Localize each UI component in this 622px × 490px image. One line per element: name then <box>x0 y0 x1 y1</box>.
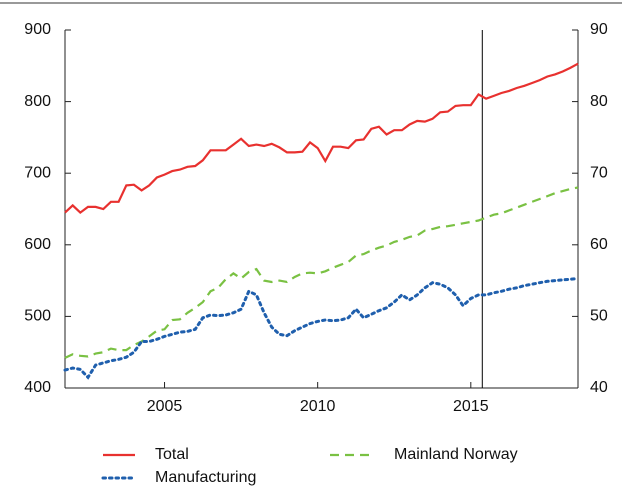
y-tick-label: 700 <box>24 164 51 181</box>
y-tick-label: 600 <box>24 236 51 253</box>
y2-tick-label: 90 <box>590 21 608 38</box>
series-line <box>63 277 580 380</box>
legend-label: Mainland Norway <box>394 446 518 463</box>
y2-tick-label: 60 <box>590 236 608 253</box>
x-tick-label: 2015 <box>453 398 489 415</box>
legend-label: Manufacturing <box>155 469 256 486</box>
series-line <box>64 186 579 359</box>
x-tick-label: 2005 <box>147 398 183 415</box>
y-tick-label: 800 <box>24 93 51 110</box>
y-tick-label: 400 <box>24 379 51 396</box>
y2-tick-label: 70 <box>590 164 608 181</box>
y2-tick-label: 50 <box>590 308 608 325</box>
y2-tick-label: 80 <box>590 93 608 110</box>
y-tick-label: 500 <box>24 308 51 325</box>
x-tick-label: 2010 <box>300 398 336 415</box>
legend-label: Total <box>155 446 189 463</box>
y-tick-label: 900 <box>24 21 51 38</box>
series-line <box>64 62 579 215</box>
y2-tick-label: 40 <box>590 379 608 396</box>
